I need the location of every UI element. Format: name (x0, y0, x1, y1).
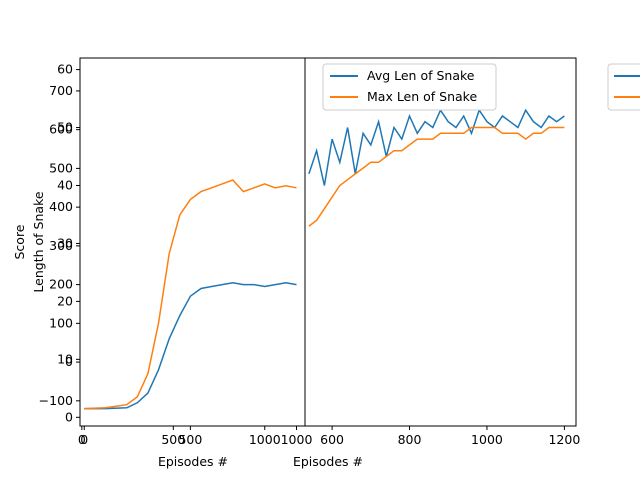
left-ytick-label-3: 200 (49, 277, 73, 292)
right-xtick-label-2: 1000 (471, 432, 503, 447)
left-ytick-label-0: −100 (39, 393, 73, 408)
left-ytick-label-4: 300 (49, 238, 73, 253)
legend-box (322, 63, 497, 111)
left-ytick-label-1: 0 (65, 354, 73, 369)
left2-xtick-label-0: 0 (78, 432, 86, 447)
left-ytick-label-7: 600 (49, 122, 73, 137)
left2-ytick-label-6: 60 (57, 62, 73, 77)
legend: Avg Len of Snake Max Len of Snake (322, 63, 497, 111)
left2-ytick-label-4: 40 (57, 177, 73, 192)
left-xtick-label-0: 0 (80, 432, 88, 447)
left-x-axis-label: Episodes # (158, 454, 228, 469)
left-series-line-1 (84, 179, 297, 410)
left-series-group (84, 179, 297, 410)
right-series-line-0 (308, 108, 565, 186)
left-y-axis-label-score: Score (12, 224, 27, 259)
left-xtick-label-2: 1000 (281, 432, 313, 447)
right-series-group (308, 108, 565, 227)
left-ytick-label-2: 100 (49, 315, 73, 330)
left2-xtick-label-2: 1000 (249, 432, 281, 447)
right-x-axis-label: Episodes # (293, 454, 363, 469)
left2-ytick-label-3: 30 (57, 235, 73, 250)
legend-label-avg: Avg Len of Snake (367, 68, 475, 83)
left-ytick-label-6: 500 (49, 160, 73, 175)
left-ytick-label-8: 700 (49, 83, 73, 98)
left-ytick-label-5: 400 (49, 199, 73, 214)
legend-partial-box (607, 63, 640, 111)
right-ticks: 600 800 1000 1200 (320, 426, 580, 447)
left2-ytick-label-2: 20 (57, 293, 73, 308)
legend-label-max: Max Len of Snake (367, 89, 477, 104)
left-xtick-label-1: 500 (178, 432, 202, 447)
left2-ytick-label-0: 0 (65, 409, 73, 424)
right-xtick-label-0: 600 (320, 432, 344, 447)
left-y-axis-label-length: Length of Snake (31, 191, 46, 292)
left2-ytick-label-5: 50 (57, 120, 73, 135)
left-axes-frame (79, 57, 306, 427)
right-xtick-label-3: 1200 (548, 432, 580, 447)
right-series-line-1 (308, 126, 565, 227)
left2-xtick-label-1: 500 (161, 432, 185, 447)
legend-partial-right (607, 63, 640, 111)
right-axes-frame (304, 57, 577, 427)
right-xtick-label-1: 800 (398, 432, 422, 447)
left2-ytick-label-1: 10 (57, 351, 73, 366)
left-series-line-0 (84, 281, 297, 410)
